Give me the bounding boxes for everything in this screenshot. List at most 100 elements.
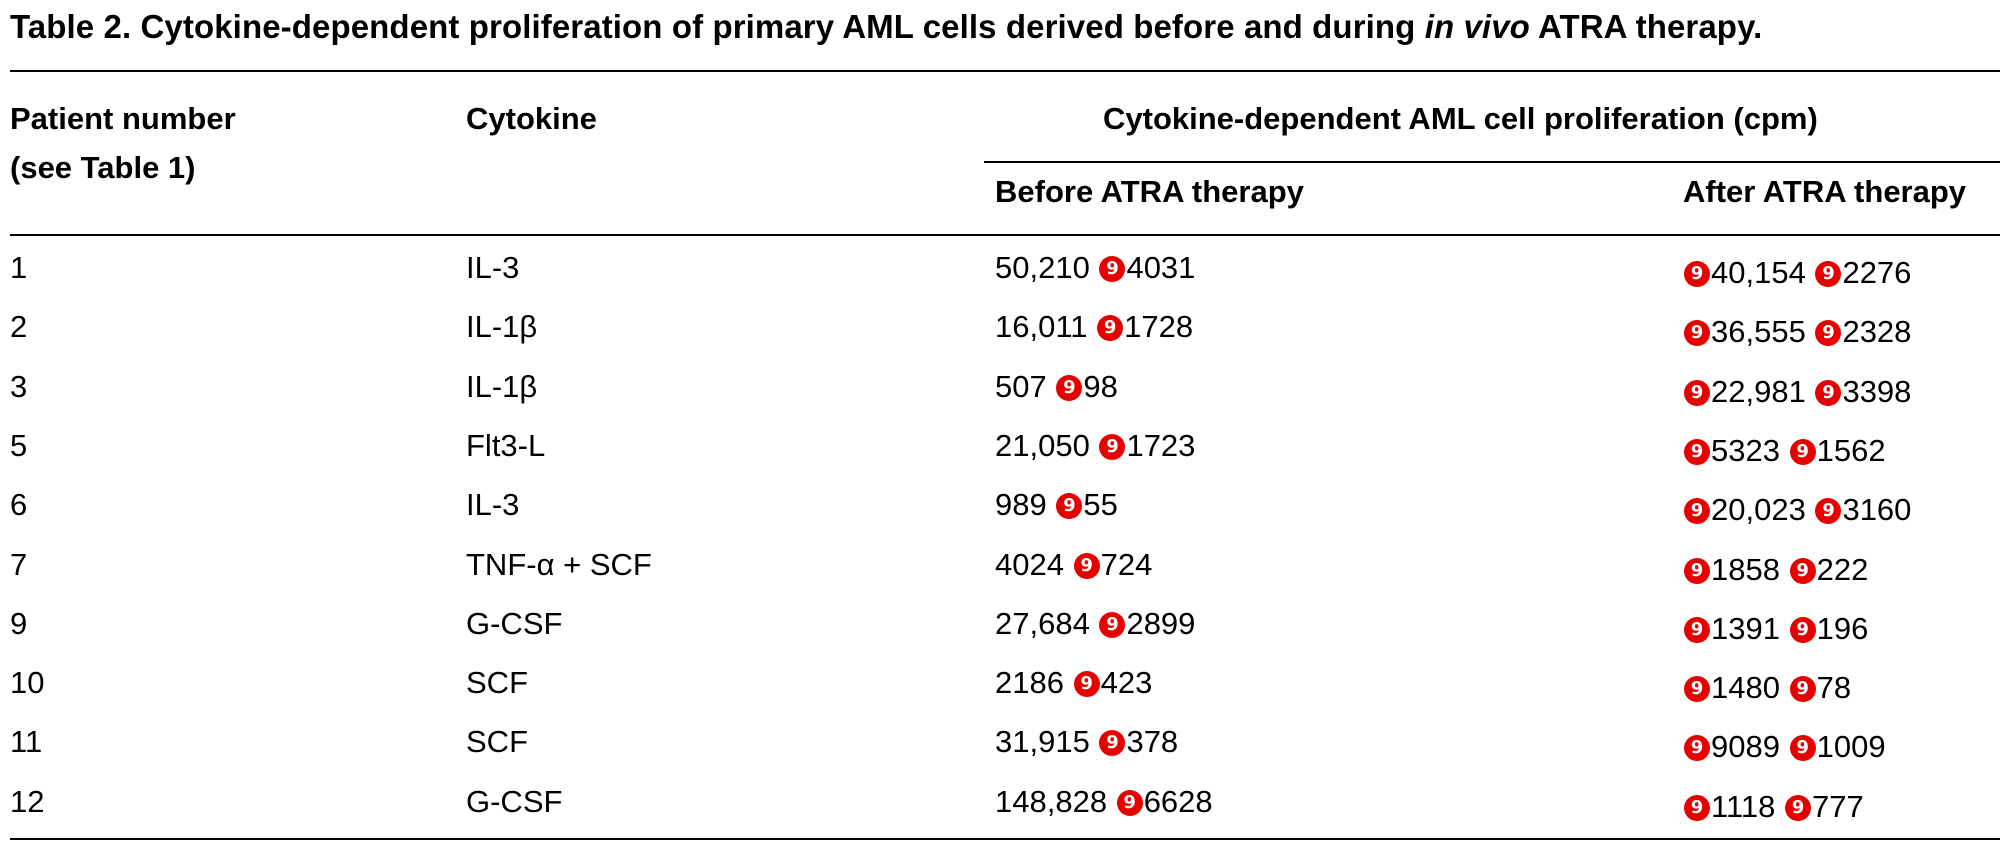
- after-value: 9 20,023 9 3160: [1683, 490, 1911, 530]
- cell-after-atra: 9 20,023 9 3160: [1683, 485, 1911, 530]
- after-sd: 78: [1816, 670, 1852, 705]
- red-circle-symbol-icon: 9: [1815, 380, 1842, 406]
- before-sd: 4031: [1126, 250, 1196, 285]
- after-sd: 1009: [1816, 729, 1886, 764]
- red-circle-symbol-icon: 9: [1684, 380, 1710, 406]
- before-sd: 423: [1100, 665, 1153, 700]
- cell-patient-number: 10: [10, 665, 45, 700]
- cell-patient-number: 3: [10, 369, 28, 404]
- red-circle-symbol-icon: 9: [1815, 320, 1842, 346]
- header-subrule: [984, 161, 2000, 163]
- cell-after-atra: 9 36,555 9 2328: [1683, 307, 1911, 352]
- cell-patient-number: 6: [10, 487, 28, 522]
- header-proliferation-group: Cytokine-dependent AML cell proliferatio…: [1103, 101, 1818, 136]
- before-mean: 16,011: [995, 309, 1088, 344]
- before-sd: 1728: [1124, 309, 1194, 344]
- before-value: 507 9 98: [995, 367, 1118, 407]
- red-circle-symbol-icon: 9: [1099, 256, 1126, 282]
- cell-cytokine: SCF: [466, 665, 528, 700]
- cell-patient-number: 7: [10, 547, 28, 582]
- cell-before-atra: 27,684 9 2899: [995, 604, 1195, 644]
- before-sd: 2899: [1126, 606, 1196, 641]
- cell-cytokine: Flt3-L: [466, 428, 546, 463]
- after-sd: 196: [1816, 611, 1869, 646]
- red-circle-symbol-icon: 9: [1815, 261, 1842, 287]
- cell-cytokine: IL-3: [466, 250, 520, 285]
- before-value: 21,050 9 1723: [995, 426, 1195, 466]
- after-sd: 3398: [1842, 374, 1912, 409]
- before-value: 16,011 9 1728: [995, 307, 1193, 347]
- red-circle-symbol-icon: 9: [1684, 795, 1710, 821]
- before-mean: 31,915: [995, 724, 1090, 759]
- red-circle-symbol-icon: 9: [1116, 790, 1143, 816]
- header-cytokine: Cytokine: [466, 101, 597, 136]
- before-mean: 4024: [995, 547, 1064, 582]
- after-value: 9 1858 9 222: [1683, 550, 1868, 590]
- cell-after-atra: 9 1118 9 777: [1683, 782, 1864, 827]
- red-circle-symbol-icon: 9: [1056, 375, 1083, 401]
- after-sd: 2328: [1842, 314, 1912, 349]
- cell-cytokine: IL-1β: [466, 309, 538, 344]
- before-mean: 21,050: [995, 428, 1090, 463]
- red-circle-symbol-icon: 9: [1684, 617, 1710, 643]
- cell-cytokine: IL-3: [466, 487, 520, 522]
- after-mean: 9089: [1711, 729, 1780, 764]
- caption-italic: in vivo: [1424, 8, 1530, 45]
- before-value: 148,828 9 6628: [995, 782, 1213, 822]
- red-circle-symbol-icon: 9: [1785, 795, 1811, 821]
- after-mean: 20,023: [1711, 492, 1806, 527]
- cell-after-atra: 9 22,981 9 3398: [1683, 367, 1911, 412]
- red-circle-symbol-icon: 9: [1789, 439, 1816, 465]
- after-mean: 1480: [1711, 670, 1780, 705]
- cell-before-atra: 989 9 55: [995, 485, 1118, 525]
- red-circle-symbol-icon: 9: [1684, 498, 1710, 524]
- cell-patient-number: 5: [10, 428, 28, 463]
- before-value: 31,915 9 378: [995, 722, 1178, 762]
- after-sd: 222: [1816, 552, 1869, 587]
- red-circle-symbol-icon: 9: [1097, 315, 1124, 341]
- before-sd: 55: [1083, 487, 1118, 522]
- cell-before-atra: 50,210 9 4031: [995, 248, 1195, 288]
- after-value: 9 40,154 9 2276: [1683, 253, 1911, 293]
- after-value: 9 9089 9 1009: [1683, 727, 1886, 767]
- red-circle-symbol-icon: 9: [1684, 676, 1710, 702]
- after-value: 9 1480 9 78: [1683, 668, 1851, 708]
- cell-after-atra: 9 1391 9 196: [1683, 604, 1868, 649]
- red-circle-symbol-icon: 9: [1099, 434, 1126, 460]
- before-sd: 378: [1126, 724, 1179, 759]
- after-mean: 36,555: [1711, 314, 1806, 349]
- before-mean: 989: [995, 487, 1047, 522]
- header-before-atra: Before ATRA therapy: [995, 174, 1304, 209]
- before-value: 989 9 55: [995, 485, 1118, 525]
- after-value: 9 1118 9 777: [1683, 787, 1864, 827]
- cell-after-atra: 9 1480 9 78: [1683, 663, 1851, 708]
- cell-cytokine: IL-1β: [466, 369, 538, 404]
- cell-before-atra: 16,011 9 1728: [995, 307, 1193, 347]
- cell-cytokine: SCF: [466, 724, 528, 759]
- bottom-rule: [10, 838, 2000, 840]
- after-sd: 777: [1812, 789, 1864, 824]
- cell-cytokine: TNF-α + SCF: [466, 547, 652, 582]
- cell-after-atra: 9 40,154 9 2276: [1683, 248, 1911, 293]
- header-bottom-rule: [10, 234, 2000, 236]
- caption-suffix: ATRA therapy.: [1529, 8, 1763, 45]
- cell-before-atra: 507 9 98: [995, 367, 1118, 407]
- after-mean: 22,981: [1711, 374, 1806, 409]
- caption-prefix: Table 2. Cytokine-dependent proliferatio…: [10, 8, 1425, 45]
- cell-after-atra: 9 5323 9 1562: [1683, 426, 1886, 471]
- before-mean: 148,828: [995, 784, 1108, 819]
- red-circle-symbol-icon: 9: [1684, 735, 1710, 761]
- red-circle-symbol-icon: 9: [1789, 617, 1816, 643]
- after-sd: 2276: [1842, 255, 1912, 290]
- before-value: 50,210 9 4031: [995, 248, 1195, 288]
- cell-cytokine: G-CSF: [466, 784, 563, 819]
- cell-before-atra: 4024 9 724: [995, 545, 1152, 585]
- red-circle-symbol-icon: 9: [1684, 558, 1710, 584]
- after-value: 9 22,981 9 3398: [1683, 372, 1911, 412]
- after-sd: 1562: [1816, 433, 1886, 468]
- before-sd: 6628: [1143, 784, 1213, 819]
- cell-before-atra: 21,050 9 1723: [995, 426, 1195, 466]
- before-sd: 98: [1083, 369, 1118, 404]
- after-value: 9 5323 9 1562: [1683, 431, 1886, 471]
- before-value: 27,684 9 2899: [995, 604, 1195, 644]
